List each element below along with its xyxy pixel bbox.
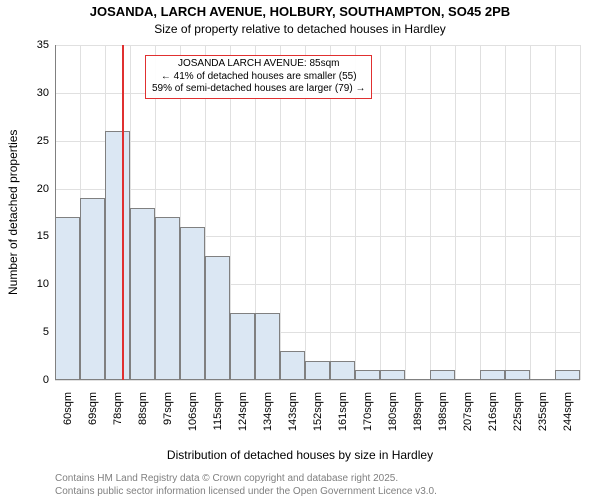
histogram-bar	[55, 217, 80, 380]
x-tick-label: 106sqm	[187, 392, 199, 431]
annotation-line-1: JOSANDA LARCH AVENUE: 85sqm	[152, 58, 365, 71]
histogram-bar	[180, 227, 205, 380]
histogram-bar	[255, 313, 280, 380]
chart-title-line2: Size of property relative to detached ho…	[0, 22, 600, 36]
x-tick-label: 124sqm	[237, 392, 249, 431]
x-tick-label: 78sqm	[112, 392, 124, 425]
y-axis-line	[55, 45, 56, 380]
histogram-bar	[305, 361, 330, 380]
gridline-vertical	[580, 45, 581, 380]
annotation-line-2: ← 41% of detached houses are smaller (55…	[152, 71, 365, 84]
plot-area: 0510152025303560sqm69sqm78sqm88sqm97sqm1…	[55, 45, 580, 380]
x-tick-label: 134sqm	[262, 392, 274, 431]
gridline-vertical	[555, 45, 556, 380]
annotation-box: JOSANDA LARCH AVENUE: 85sqm← 41% of deta…	[145, 55, 372, 99]
annotation-line-3: 59% of semi-detached houses are larger (…	[152, 83, 365, 96]
gridline-horizontal	[55, 380, 580, 381]
y-tick-label: 15	[37, 230, 49, 242]
x-tick-label: 97sqm	[162, 392, 174, 425]
gridline-horizontal	[55, 189, 580, 190]
x-tick-label: 180sqm	[387, 392, 399, 431]
histogram-bar	[130, 208, 155, 380]
x-tick-label: 207sqm	[462, 392, 474, 431]
x-tick-label: 69sqm	[87, 392, 99, 425]
histogram-bar	[105, 131, 130, 380]
y-tick-label: 35	[37, 39, 49, 51]
property-marker-line	[122, 45, 124, 380]
y-axis-label: Number of detached properties	[6, 130, 20, 295]
y-tick-label: 25	[37, 135, 49, 147]
gridline-vertical	[480, 45, 481, 380]
y-tick-label: 5	[43, 326, 49, 338]
gridline-vertical	[505, 45, 506, 380]
x-tick-label: 170sqm	[362, 392, 374, 431]
gridline-horizontal	[55, 45, 580, 46]
gridline-vertical	[530, 45, 531, 380]
footer-attribution: Contains HM Land Registry data © Crown c…	[55, 473, 437, 498]
chart-title-line1: JOSANDA, LARCH AVENUE, HOLBURY, SOUTHAMP…	[0, 4, 600, 19]
x-tick-label: 88sqm	[137, 392, 149, 425]
histogram-bar	[330, 361, 355, 380]
x-axis-label: Distribution of detached houses by size …	[0, 448, 600, 462]
x-tick-label: 198sqm	[437, 392, 449, 431]
x-tick-label: 161sqm	[337, 392, 349, 431]
histogram-bar	[230, 313, 255, 380]
x-tick-label: 189sqm	[412, 392, 424, 431]
gridline-vertical	[455, 45, 456, 380]
gridline-vertical	[430, 45, 431, 380]
x-tick-label: 152sqm	[312, 392, 324, 431]
x-axis-line	[55, 379, 580, 380]
histogram-bar	[80, 198, 105, 380]
y-tick-label: 0	[43, 374, 49, 386]
gridline-horizontal	[55, 141, 580, 142]
gridline-vertical	[380, 45, 381, 380]
x-tick-label: 235sqm	[537, 392, 549, 431]
footer-line-1: Contains HM Land Registry data © Crown c…	[55, 473, 437, 486]
x-tick-label: 115sqm	[212, 392, 224, 430]
x-tick-label: 60sqm	[62, 392, 74, 425]
histogram-bar	[155, 217, 180, 380]
x-tick-label: 143sqm	[287, 392, 299, 431]
gridline-vertical	[405, 45, 406, 380]
y-tick-label: 20	[37, 183, 49, 195]
histogram-bar	[205, 256, 230, 380]
x-tick-label: 244sqm	[562, 392, 574, 431]
x-tick-label: 216sqm	[487, 392, 499, 431]
y-tick-label: 10	[37, 278, 49, 290]
y-tick-label: 30	[37, 87, 49, 99]
x-tick-label: 225sqm	[512, 392, 524, 431]
histogram-bar	[280, 351, 305, 380]
footer-line-2: Contains public sector information licen…	[55, 486, 437, 499]
